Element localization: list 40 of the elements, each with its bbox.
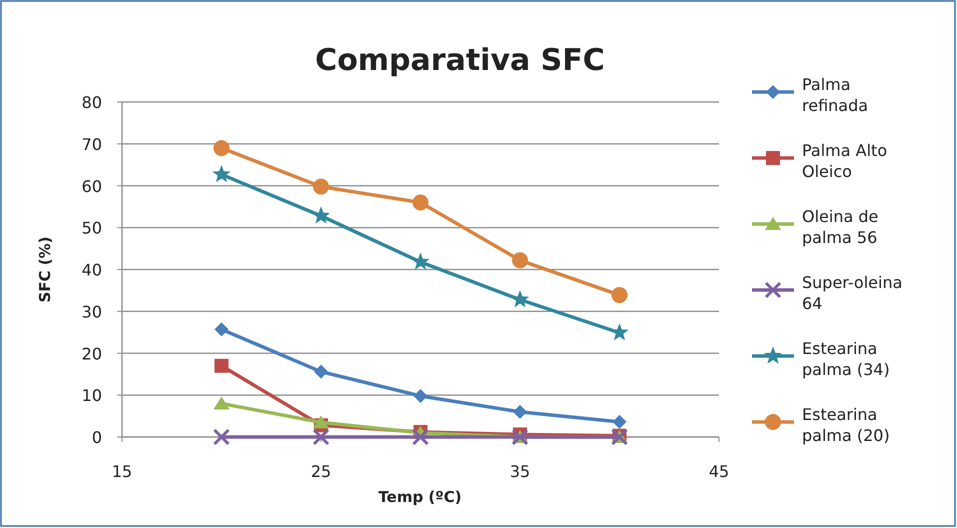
legend-label: Palma refinada (802, 75, 868, 115)
y-tick-label: 70 (82, 134, 102, 154)
y-tick-label: 40 (82, 260, 102, 280)
y-tick-label: 10 (82, 386, 102, 406)
point (414, 388, 428, 403)
point (512, 252, 528, 268)
y-tick-label: 60 (82, 176, 102, 196)
point (313, 178, 329, 195)
y-tick-label: 20 (82, 344, 102, 364)
y-tick-label: 50 (82, 218, 102, 238)
x-axis-title: Temp (ºC) (378, 488, 462, 506)
point (214, 396, 230, 410)
point (214, 358, 228, 373)
point (513, 404, 527, 419)
legend-label: Estearina palma (34) (802, 339, 890, 379)
legend-label: Oleina de palma 56 (802, 207, 878, 247)
point (314, 364, 328, 379)
x-tick-label: 35 (510, 462, 530, 481)
y-tick-label: 30 (82, 302, 102, 322)
y-tick-label: 80 (82, 93, 102, 112)
legend-label: Estearina palma (20) (802, 405, 890, 445)
point (313, 415, 329, 428)
point (612, 287, 628, 304)
y-tick-label: 0 (92, 428, 102, 447)
point (214, 140, 230, 156)
point (411, 252, 430, 270)
point (212, 164, 231, 182)
legend-label: Palma Alto Oleico (802, 141, 888, 181)
point (612, 414, 626, 429)
legend-label: Super-oleina 64 (802, 273, 902, 313)
x-tick-label: 45 (708, 462, 730, 481)
x-tick-label: 25 (310, 462, 332, 481)
point (213, 428, 230, 446)
chart-title: Comparativa SFC (315, 43, 605, 78)
y-axis-title: SFC (%) (36, 236, 54, 303)
x-tick-label: 15 (112, 462, 132, 481)
point (412, 194, 428, 210)
point (412, 428, 429, 446)
point (214, 322, 228, 336)
point (312, 428, 330, 446)
